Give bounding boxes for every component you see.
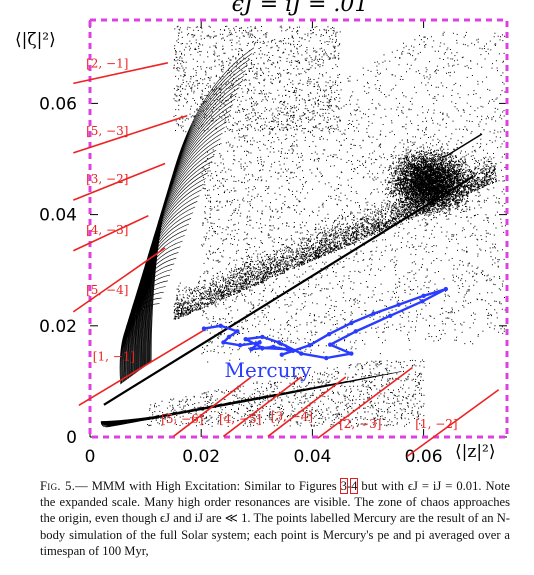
- resonance-pointer-3: [72, 214, 149, 252]
- resonance-pointer-0: [73, 62, 169, 85]
- mercury-point: [218, 323, 223, 328]
- x-axis-label: ⟨|z|²⟩: [455, 442, 496, 462]
- mercury-point: [260, 334, 265, 340]
- resonance-pointer-9: [317, 366, 413, 439]
- mercury-point: [388, 313, 393, 318]
- mercury-trajectory: [203, 287, 447, 360]
- resonance-pointer-8: [267, 376, 347, 438]
- mercury-point: [249, 346, 254, 352]
- mercury-point: [276, 340, 282, 345]
- mercury-point: [353, 329, 358, 334]
- resonance-pointer-4: [72, 247, 166, 313]
- mercury-point: [421, 293, 426, 298]
- caption-label: Fig. 5.: [40, 479, 76, 493]
- tick-labels: 0 0.02 0.04 0.06 0 0.02 0.04 0.06: [39, 94, 442, 467]
- mercury-point: [324, 355, 329, 361]
- mercury-point: [221, 340, 226, 345]
- mercury-point: [201, 326, 207, 331]
- mercury-point: [271, 344, 276, 350]
- y-tick-label-2: 0.04: [39, 206, 77, 226]
- mercury-point: [349, 320, 354, 326]
- x-tick-label-3: 0.06: [405, 447, 443, 467]
- chaos-scatter: [147, 25, 506, 427]
- mercury-point: [420, 299, 425, 304]
- mercury-point: [226, 334, 232, 340]
- separatrix-line: [103, 175, 474, 406]
- figure: ϵJ = iJ = .01 ⟨|ζ|²⟩ ⟨|z|²⟩ 0 0.02 0.04 0.0…: [15, 0, 509, 467]
- resonance-annotations: [2, −1] [5, −3] [3, −2] [4, −3] [5, −4] [1, −…: [72, 56, 500, 458]
- mercury-point: [327, 342, 333, 347]
- mercury-point: [299, 351, 304, 356]
- mercury-point: [237, 343, 243, 348]
- resonance-label-7: [4, −5]: [219, 412, 261, 426]
- chart-title: ϵJ = iJ = .01: [232, 0, 369, 17]
- caption-text-start: — MMM with High Excitation: Similar to F…: [75, 479, 341, 493]
- y-tick-label-1: 0.02: [39, 317, 77, 337]
- x-tick-label-1: 0.02: [182, 447, 220, 467]
- resonance-label-0: [2, −1]: [86, 56, 128, 70]
- mercury-point: [285, 346, 290, 352]
- y-tick-label-3: 0.06: [39, 94, 77, 114]
- mercury-point: [279, 352, 285, 357]
- resonance-pointer-6: [172, 376, 252, 438]
- mercury-point: [260, 345, 265, 351]
- caption-text-rest: but with ϵJ = iJ = 0.01. Note the expand…: [40, 479, 510, 558]
- resonance-label-5: [1, −1]: [93, 349, 135, 363]
- resonance-label-8: [3, −4]: [271, 409, 313, 423]
- resonance-pointer-7: [222, 376, 302, 438]
- resonance-label-1: [5, −3]: [86, 124, 128, 138]
- resonance-pointer-10: [406, 389, 500, 458]
- mercury-label: Mercury: [225, 358, 313, 382]
- resonance-label-3: [4, −3]: [86, 223, 128, 237]
- mercury-series: Mercury: [201, 286, 449, 382]
- resonance-pointer-5: [78, 329, 205, 406]
- mercury-point: [257, 340, 262, 345]
- mercury-point: [307, 343, 312, 348]
- figure-ref-link-3[interactable]: 3: [339, 478, 349, 494]
- resonance-label-4: [5, −4]: [86, 283, 128, 297]
- resonance-label-6: [5, −6]: [161, 412, 203, 426]
- resonance-label-2: [3, −2]: [86, 172, 128, 186]
- figure-caption: Fig. 5.— MMM with High Excitation: Simil…: [40, 478, 510, 559]
- resonance-label-10: [1, −2]: [415, 417, 457, 431]
- x-tick-label-0: 0: [85, 447, 96, 467]
- resonance-pointer-2: [73, 162, 166, 201]
- scatter-texture: [147, 25, 506, 427]
- y-axis-label: ⟨|ζ|²⟩: [15, 30, 56, 50]
- mercury-point: [443, 286, 449, 292]
- figure-ref-link-4[interactable]: 4: [350, 478, 359, 494]
- x-tick-label-2: 0.04: [293, 447, 331, 467]
- mercury-point: [290, 348, 296, 354]
- mercury-point: [349, 351, 354, 356]
- mercury-point: [396, 302, 401, 307]
- mercury-point: [243, 336, 248, 342]
- resonance-stroke: [445, 133, 483, 157]
- caption-ref-separator: -: [346, 479, 352, 493]
- resonance-curve-family: [100, 47, 402, 428]
- resonance-pointer-1: [73, 114, 188, 154]
- mercury-point: [371, 311, 376, 316]
- resonance-label-9: [2, −3]: [339, 417, 381, 431]
- resonance-curves: [100, 47, 483, 428]
- y-tick-label-0: 0: [66, 428, 77, 448]
- mercury-point: [235, 329, 240, 334]
- mercury-point: [326, 331, 332, 337]
